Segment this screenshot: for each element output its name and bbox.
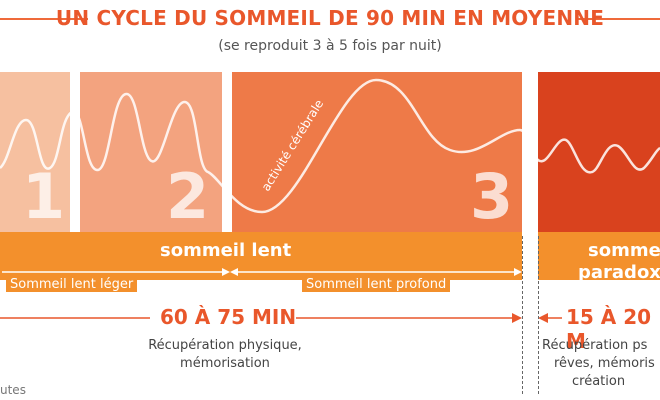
slow-duration: 60 À 75 MIN [160, 305, 297, 329]
paradoxical-label-1: sommeil [588, 240, 660, 261]
footer-source: utes [0, 383, 26, 397]
page-subtitle: (se reproduit 3 à 5 fois par nuit) [218, 38, 442, 54]
deep-sleep-label: Sommeil lent profond [302, 277, 451, 292]
stage2-panel [80, 72, 222, 232]
slow-duration-arrowhead [512, 313, 522, 323]
par-duration-arrowhead [538, 313, 548, 323]
paradoxical-label-2: paradox [578, 262, 660, 283]
light-sleep-label: Sommeil lent léger [6, 277, 138, 292]
stage3-number: 3 [470, 160, 514, 233]
slow-description-line1: Récupération physique, [148, 338, 302, 353]
slow-sleep-label: sommeil lent [160, 240, 292, 261]
deep-sleep-arrowhead-left [230, 268, 238, 276]
stage2-number: 2 [166, 160, 210, 233]
par-description-line2: rêves, mémoris [554, 356, 655, 371]
deep-sleep-arrowhead-right [514, 268, 522, 276]
title-rule-left [0, 18, 88, 20]
par-description-line1: Récupération ps [542, 338, 648, 353]
paradoxical-band [538, 232, 660, 280]
brain-wave-curve [0, 78, 660, 214]
stage3-panel [232, 72, 522, 232]
light-sleep-arrowhead [222, 268, 230, 276]
paradoxical-panel [538, 72, 660, 232]
par-description-line3: création [572, 374, 626, 389]
separator-paradoxical [538, 236, 539, 394]
slow-description: Récupération physique, mémorisation [110, 337, 340, 373]
title-rule-right [576, 18, 660, 20]
page-title: UN CYCLE DU SOMMEIL DE 90 MIN EN MOYENNE [55, 6, 605, 30]
paradoxical-duration: 15 À 20 M [566, 305, 652, 353]
paradoxical-description: Récupération ps rêves, mémoris création [542, 337, 660, 391]
stage1-number: 1 [22, 160, 66, 233]
slow-description-line2: mémorisation [180, 356, 270, 371]
separator-slow [522, 236, 523, 394]
